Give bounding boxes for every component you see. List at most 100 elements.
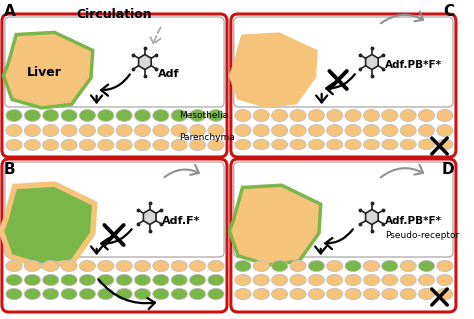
Ellipse shape bbox=[43, 274, 59, 286]
Ellipse shape bbox=[345, 139, 361, 150]
FancyBboxPatch shape bbox=[234, 162, 453, 257]
Ellipse shape bbox=[43, 124, 59, 137]
Text: Mesothelia: Mesothelia bbox=[179, 112, 228, 121]
Ellipse shape bbox=[208, 139, 224, 151]
Polygon shape bbox=[1, 184, 95, 266]
Ellipse shape bbox=[382, 274, 398, 286]
FancyArrowPatch shape bbox=[315, 247, 326, 253]
Ellipse shape bbox=[308, 124, 324, 137]
Ellipse shape bbox=[364, 139, 380, 150]
Ellipse shape bbox=[308, 139, 324, 150]
Ellipse shape bbox=[364, 124, 380, 137]
Text: B: B bbox=[4, 162, 16, 177]
Ellipse shape bbox=[116, 260, 132, 271]
Text: Liver: Liver bbox=[27, 65, 62, 78]
Ellipse shape bbox=[419, 260, 435, 271]
Polygon shape bbox=[144, 210, 156, 225]
Ellipse shape bbox=[135, 260, 151, 271]
Ellipse shape bbox=[208, 124, 224, 137]
Ellipse shape bbox=[235, 124, 251, 137]
Ellipse shape bbox=[116, 139, 132, 151]
Ellipse shape bbox=[171, 288, 187, 300]
Ellipse shape bbox=[61, 288, 77, 300]
Ellipse shape bbox=[6, 139, 22, 151]
Text: Circulation: Circulation bbox=[76, 8, 152, 21]
Ellipse shape bbox=[235, 288, 251, 300]
Ellipse shape bbox=[400, 288, 416, 300]
Ellipse shape bbox=[253, 288, 269, 300]
Ellipse shape bbox=[437, 139, 453, 150]
Ellipse shape bbox=[272, 274, 288, 286]
FancyBboxPatch shape bbox=[2, 159, 227, 312]
Ellipse shape bbox=[61, 139, 77, 151]
Ellipse shape bbox=[135, 274, 151, 286]
Ellipse shape bbox=[43, 288, 59, 300]
Ellipse shape bbox=[272, 109, 288, 122]
Ellipse shape bbox=[98, 274, 114, 286]
FancyBboxPatch shape bbox=[231, 14, 456, 157]
Text: A: A bbox=[4, 4, 16, 19]
Ellipse shape bbox=[98, 124, 114, 137]
Ellipse shape bbox=[135, 109, 151, 122]
FancyBboxPatch shape bbox=[5, 17, 224, 107]
Ellipse shape bbox=[364, 109, 380, 122]
Ellipse shape bbox=[290, 109, 306, 122]
Text: Adf.PB*F*: Adf.PB*F* bbox=[385, 216, 442, 226]
Ellipse shape bbox=[208, 288, 224, 300]
Ellipse shape bbox=[308, 288, 324, 300]
Ellipse shape bbox=[419, 274, 435, 286]
Ellipse shape bbox=[190, 260, 206, 271]
Ellipse shape bbox=[290, 260, 306, 271]
Ellipse shape bbox=[419, 139, 435, 150]
Ellipse shape bbox=[419, 109, 435, 122]
Polygon shape bbox=[229, 185, 321, 265]
Polygon shape bbox=[1, 184, 95, 266]
Ellipse shape bbox=[61, 274, 77, 286]
Ellipse shape bbox=[6, 288, 22, 300]
Ellipse shape bbox=[79, 288, 95, 300]
Ellipse shape bbox=[345, 109, 361, 122]
Ellipse shape bbox=[79, 260, 95, 271]
Ellipse shape bbox=[290, 288, 306, 300]
Text: Adf.PB*F*: Adf.PB*F* bbox=[384, 60, 441, 70]
Ellipse shape bbox=[272, 288, 288, 300]
Ellipse shape bbox=[153, 260, 169, 271]
Ellipse shape bbox=[98, 260, 114, 271]
FancyArrowPatch shape bbox=[101, 74, 130, 96]
Ellipse shape bbox=[61, 260, 77, 271]
Ellipse shape bbox=[235, 109, 251, 122]
Ellipse shape bbox=[382, 124, 398, 137]
Ellipse shape bbox=[98, 288, 114, 300]
Ellipse shape bbox=[345, 274, 361, 286]
Ellipse shape bbox=[208, 109, 224, 122]
Ellipse shape bbox=[153, 288, 169, 300]
Ellipse shape bbox=[327, 124, 343, 137]
Ellipse shape bbox=[364, 260, 380, 271]
Ellipse shape bbox=[6, 109, 22, 122]
FancyArrowPatch shape bbox=[381, 165, 423, 177]
Ellipse shape bbox=[419, 288, 435, 300]
Ellipse shape bbox=[24, 288, 40, 300]
Ellipse shape bbox=[116, 288, 132, 300]
Ellipse shape bbox=[419, 124, 435, 137]
Ellipse shape bbox=[171, 109, 187, 122]
Ellipse shape bbox=[382, 260, 398, 271]
Ellipse shape bbox=[116, 274, 132, 286]
Ellipse shape bbox=[327, 109, 343, 122]
Text: Pseudo-receptor: Pseudo-receptor bbox=[385, 231, 460, 240]
Ellipse shape bbox=[171, 124, 187, 137]
Ellipse shape bbox=[382, 109, 398, 122]
Text: Parenchyma: Parenchyma bbox=[179, 132, 235, 142]
Ellipse shape bbox=[437, 124, 453, 137]
Ellipse shape bbox=[43, 260, 59, 271]
FancyBboxPatch shape bbox=[234, 17, 453, 107]
Ellipse shape bbox=[135, 139, 151, 151]
Ellipse shape bbox=[437, 109, 453, 122]
Ellipse shape bbox=[400, 109, 416, 122]
Ellipse shape bbox=[135, 124, 151, 137]
Text: Adf.F*: Adf.F* bbox=[162, 216, 201, 226]
Ellipse shape bbox=[79, 109, 95, 122]
Ellipse shape bbox=[400, 274, 416, 286]
Ellipse shape bbox=[290, 139, 306, 150]
Ellipse shape bbox=[153, 274, 169, 286]
